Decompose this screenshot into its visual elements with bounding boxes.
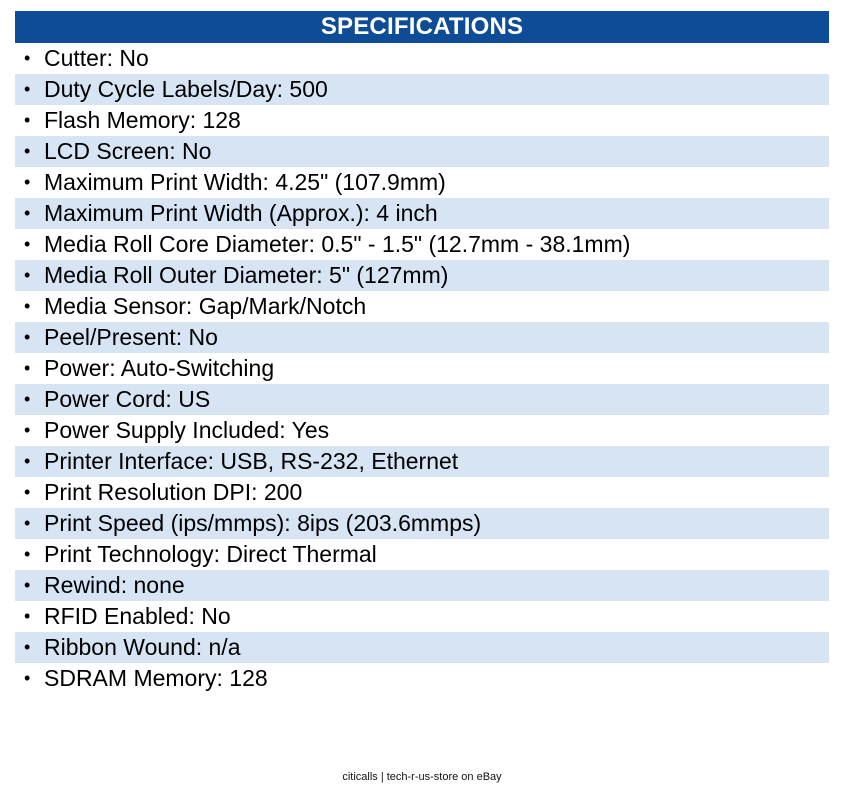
bullet-icon: •	[24, 451, 31, 471]
spec-text: Media Roll Core Diameter: 0.5" - 1.5" (1…	[44, 231, 631, 257]
spec-row: • Duty Cycle Labels/Day: 500	[15, 74, 829, 105]
bullet-icon: •	[24, 203, 31, 223]
bullet-icon: •	[24, 389, 31, 409]
spec-text: Printer Interface: USB, RS-232, Ethernet	[44, 448, 459, 474]
spec-row: • Print Speed (ips/mmps): 8ips (203.6mmps…	[15, 508, 829, 539]
spec-text: Power: Auto-Switching	[44, 355, 275, 381]
spec-text: Duty Cycle Labels/Day: 500	[44, 76, 328, 102]
specifications-header: SPECIFICATIONS	[15, 11, 829, 43]
spec-text: Cutter: No	[44, 45, 149, 71]
spec-text: Media Roll Outer Diameter: 5" (127mm)	[44, 262, 449, 288]
spec-text: Print Technology: Direct Thermal	[44, 541, 377, 567]
spec-row: • RFID Enabled: No	[15, 601, 829, 632]
spec-row: • Peel/Present: No	[15, 322, 829, 353]
spec-text: Rewind: none	[44, 572, 185, 598]
spec-row: • Media Sensor: Gap/Mark/Notch	[15, 291, 829, 322]
bullet-icon: •	[24, 420, 31, 440]
spec-row: • Rewind: none	[15, 570, 829, 601]
spec-row: • Maximum Print Width: 4.25" (107.9mm)	[15, 167, 829, 198]
bullet-icon: •	[24, 172, 31, 192]
bullet-icon: •	[24, 234, 31, 254]
spec-row: • Flash Memory: 128	[15, 105, 829, 136]
bullet-icon: •	[24, 482, 31, 502]
spec-text: Flash Memory: 128	[44, 107, 241, 133]
spec-text: Ribbon Wound: n/a	[44, 634, 241, 660]
spec-list: • Cutter: No • Duty Cycle Labels/Day: 500 …	[15, 43, 829, 694]
spec-row: • Maximum Print Width (Approx.): 4 inch	[15, 198, 829, 229]
spec-row: • Cutter: No	[15, 43, 829, 74]
spec-text: Print Resolution DPI: 200	[44, 479, 303, 505]
bullet-icon: •	[24, 606, 31, 626]
spec-sheet: SPECIFICATIONS • Cutter: No • Duty Cycle L…	[15, 11, 829, 694]
spec-text: Peel/Present: No	[44, 324, 218, 350]
bullet-icon: •	[24, 358, 31, 378]
bullet-icon: •	[24, 668, 31, 688]
spec-text: Maximum Print Width (Approx.): 4 inch	[44, 200, 438, 226]
bullet-icon: •	[24, 513, 31, 533]
spec-text: Power Supply Included: Yes	[44, 417, 330, 443]
spec-text: Maximum Print Width: 4.25" (107.9mm)	[44, 169, 446, 195]
spec-row: • Media Roll Core Diameter: 0.5" - 1.5" (…	[15, 229, 829, 260]
bullet-icon: •	[24, 79, 31, 99]
spec-row: • Ribbon Wound: n/a	[15, 632, 829, 663]
spec-row: • Power Supply Included: Yes	[15, 415, 829, 446]
spec-row: • Media Roll Outer Diameter: 5" (127mm)	[15, 260, 829, 291]
bullet-icon: •	[24, 327, 31, 347]
footer-credit: citicalls | tech-r-us-store on eBay	[342, 771, 502, 783]
spec-text: Power Cord: US	[44, 386, 211, 412]
bullet-icon: •	[24, 265, 31, 285]
bullet-icon: •	[24, 544, 31, 564]
spec-text: LCD Screen: No	[44, 138, 212, 164]
bullet-icon: •	[24, 141, 31, 161]
bullet-icon: •	[24, 575, 31, 595]
spec-row: • Printer Interface: USB, RS-232, Etherne…	[15, 446, 829, 477]
spec-row: • SDRAM Memory: 128	[15, 663, 829, 694]
spec-row: • LCD Screen: No	[15, 136, 829, 167]
spec-row: • Power Cord: US	[15, 384, 829, 415]
spec-row: • Print Technology: Direct Thermal	[15, 539, 829, 570]
spec-text: RFID Enabled: No	[44, 603, 231, 629]
bullet-icon: •	[24, 637, 31, 657]
bullet-icon: •	[24, 110, 31, 130]
spec-text: SDRAM Memory: 128	[44, 665, 268, 691]
bullet-icon: •	[24, 296, 31, 316]
spec-row: • Power: Auto-Switching	[15, 353, 829, 384]
spec-row: • Print Resolution DPI: 200	[15, 477, 829, 508]
bullet-icon: •	[24, 48, 31, 68]
spec-text: Print Speed (ips/mmps): 8ips (203.6mmps)	[44, 510, 482, 536]
spec-text: Media Sensor: Gap/Mark/Notch	[44, 293, 367, 319]
